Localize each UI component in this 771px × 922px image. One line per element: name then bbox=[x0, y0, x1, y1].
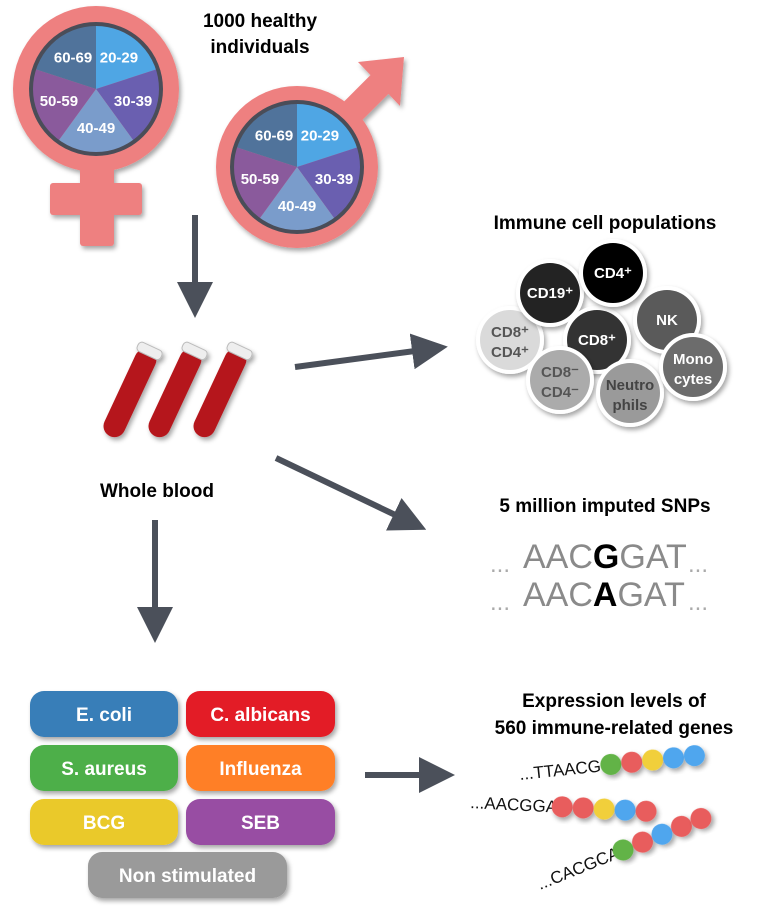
cohort-title-line2: individuals bbox=[210, 37, 309, 58]
stimulation-label: Non stimulated bbox=[119, 866, 256, 887]
male-age-label: 30-39 bbox=[315, 171, 353, 188]
expression-bead bbox=[670, 815, 692, 837]
stimulation-c-albicans: C. albicans bbox=[186, 691, 335, 737]
stimulation-label: BCG bbox=[83, 813, 125, 834]
flow-arrows bbox=[137, 215, 455, 793]
female-age-label: 50-59 bbox=[40, 93, 78, 110]
cell-label: cytes bbox=[674, 371, 712, 388]
immune-cell-cluster: CD8⁺ CD4⁺ CD19⁺ NK CD8⁺ CD4⁺ CD8⁻ CD4⁻ Neutro phi… bbox=[476, 239, 727, 427]
immune-cell: CD4⁺ bbox=[579, 239, 647, 307]
snp-allele-g: G bbox=[593, 538, 619, 576]
cell-label: CD4⁺ bbox=[491, 344, 529, 361]
female-age-slice bbox=[31, 68, 97, 142]
svg-text:...: ... bbox=[490, 551, 510, 578]
stimulation-label: C. albicans bbox=[210, 705, 310, 726]
male-age-slice bbox=[231, 146, 297, 220]
female-age-pie: 20-29 30-39 40-49 50-59 60-69 bbox=[29, 22, 163, 156]
male-age-label: 60-69 bbox=[255, 127, 293, 144]
snp-sequences: ... AACGGAT ... ... AACAGAT ... bbox=[490, 538, 708, 616]
expression-bead bbox=[635, 800, 657, 822]
immune-cells-title: Immune cell populations bbox=[494, 213, 717, 234]
cell-label: CD8⁻ bbox=[541, 364, 579, 381]
immune-cell: Neutro phils bbox=[596, 359, 664, 427]
female-age-slice bbox=[34, 24, 96, 89]
whole-blood-label: Whole blood bbox=[100, 481, 214, 502]
cell-label: phils bbox=[612, 397, 647, 414]
svg-text:...: ... bbox=[490, 589, 510, 616]
gene-expression-strands: ...TTAACGG...AACGGAT...CACGCAA bbox=[459, 745, 712, 899]
svg-text:AACGGAT: AACGGAT bbox=[523, 538, 687, 576]
male-age-label: 20-29 bbox=[301, 127, 339, 144]
svg-text:...: ... bbox=[688, 589, 708, 616]
cohort-title-line1: 1000 healthy bbox=[203, 11, 317, 32]
stimulation-label: S. aureus bbox=[61, 759, 147, 780]
expression-bead bbox=[600, 753, 622, 775]
expression-bead bbox=[551, 796, 573, 818]
snp-allele-a: A bbox=[593, 576, 618, 614]
cell-label: Neutro bbox=[606, 377, 654, 394]
female-age-label: 40-49 bbox=[77, 120, 115, 137]
cell-label: CD19⁺ bbox=[527, 285, 573, 302]
cell-label: CD4⁺ bbox=[594, 265, 632, 282]
stimulation-seb: SEB bbox=[186, 799, 335, 845]
female-age-label: 20-29 bbox=[100, 49, 138, 66]
cell-label: CD8⁺ bbox=[491, 324, 529, 341]
female-age-slice bbox=[57, 89, 135, 155]
expression-title-line1: Expression levels of bbox=[522, 691, 706, 712]
stimulation-label: Influenza bbox=[219, 759, 302, 780]
expression-bead bbox=[690, 808, 712, 830]
stimulation-non-stimulated: Non stimulated bbox=[88, 852, 287, 898]
snp-sequence-1: ... AACGGAT ... bbox=[490, 538, 708, 578]
svg-text:...: ... bbox=[688, 551, 708, 578]
stimulation-conditions: E. coli C. albicans S. aureus Influenza BCG S… bbox=[30, 691, 335, 898]
expression-bead bbox=[593, 798, 615, 820]
male-age-slice bbox=[258, 167, 336, 233]
expression-bead bbox=[683, 745, 705, 767]
arrow-blood-to-snps bbox=[274, 455, 427, 531]
expression-bead bbox=[572, 797, 594, 819]
expression-title-line2: 560 immune-related genes bbox=[495, 718, 734, 739]
female-age-slice bbox=[96, 24, 158, 89]
expression-bead bbox=[663, 747, 685, 769]
immune-cell: CD19⁺ bbox=[516, 259, 584, 327]
expression-bead bbox=[651, 823, 673, 845]
expression-bead bbox=[612, 839, 634, 861]
immune-cell: Mono cytes bbox=[659, 333, 727, 401]
arrow-blood-to-cells bbox=[294, 333, 448, 370]
male-age-pie: 20-29 30-39 40-49 50-59 60-69 bbox=[230, 100, 364, 234]
expression-bead bbox=[632, 831, 654, 853]
cell-label: CD4⁻ bbox=[541, 384, 579, 401]
svg-text:AACAGAT: AACAGAT bbox=[523, 576, 685, 614]
male-age-slice bbox=[297, 102, 359, 167]
expression-bead bbox=[621, 751, 643, 773]
gene-strand: ...TTAACGG bbox=[510, 745, 705, 787]
immune-cell: CD8⁻ CD4⁻ bbox=[526, 346, 594, 414]
gene-strand: ...AACGGAT bbox=[459, 793, 657, 822]
snp-sequence-2: ... AACAGAT ... bbox=[490, 576, 708, 616]
cell-label: NK bbox=[656, 312, 678, 329]
stimulation-label: SEB bbox=[241, 813, 280, 834]
female-age-label: 30-39 bbox=[114, 93, 152, 110]
male-age-label: 50-59 bbox=[241, 171, 279, 188]
expression-bead bbox=[614, 799, 636, 821]
stimulation-bcg: BCG bbox=[30, 799, 178, 845]
immune-cell: CD8⁺ CD4⁺ bbox=[476, 306, 544, 374]
snps-title: 5 million imputed SNPs bbox=[499, 496, 710, 517]
male-age-label: 40-49 bbox=[278, 198, 316, 215]
stimulation-label: E. coli bbox=[76, 705, 132, 726]
female-age-slice bbox=[96, 68, 162, 142]
expression-bead bbox=[642, 749, 664, 771]
stimulation-e-coli: E. coli bbox=[30, 691, 178, 737]
male-age-slice bbox=[235, 102, 297, 167]
female-age-label: 60-69 bbox=[54, 49, 92, 66]
stimulation-s-aureus: S. aureus bbox=[30, 745, 178, 791]
cell-label: CD8⁺ bbox=[578, 332, 616, 349]
stimulation-influenza: Influenza bbox=[186, 745, 335, 791]
cell-label: Mono bbox=[673, 351, 713, 368]
male-age-slice bbox=[297, 146, 362, 220]
blood-tubes-icon bbox=[103, 341, 253, 438]
